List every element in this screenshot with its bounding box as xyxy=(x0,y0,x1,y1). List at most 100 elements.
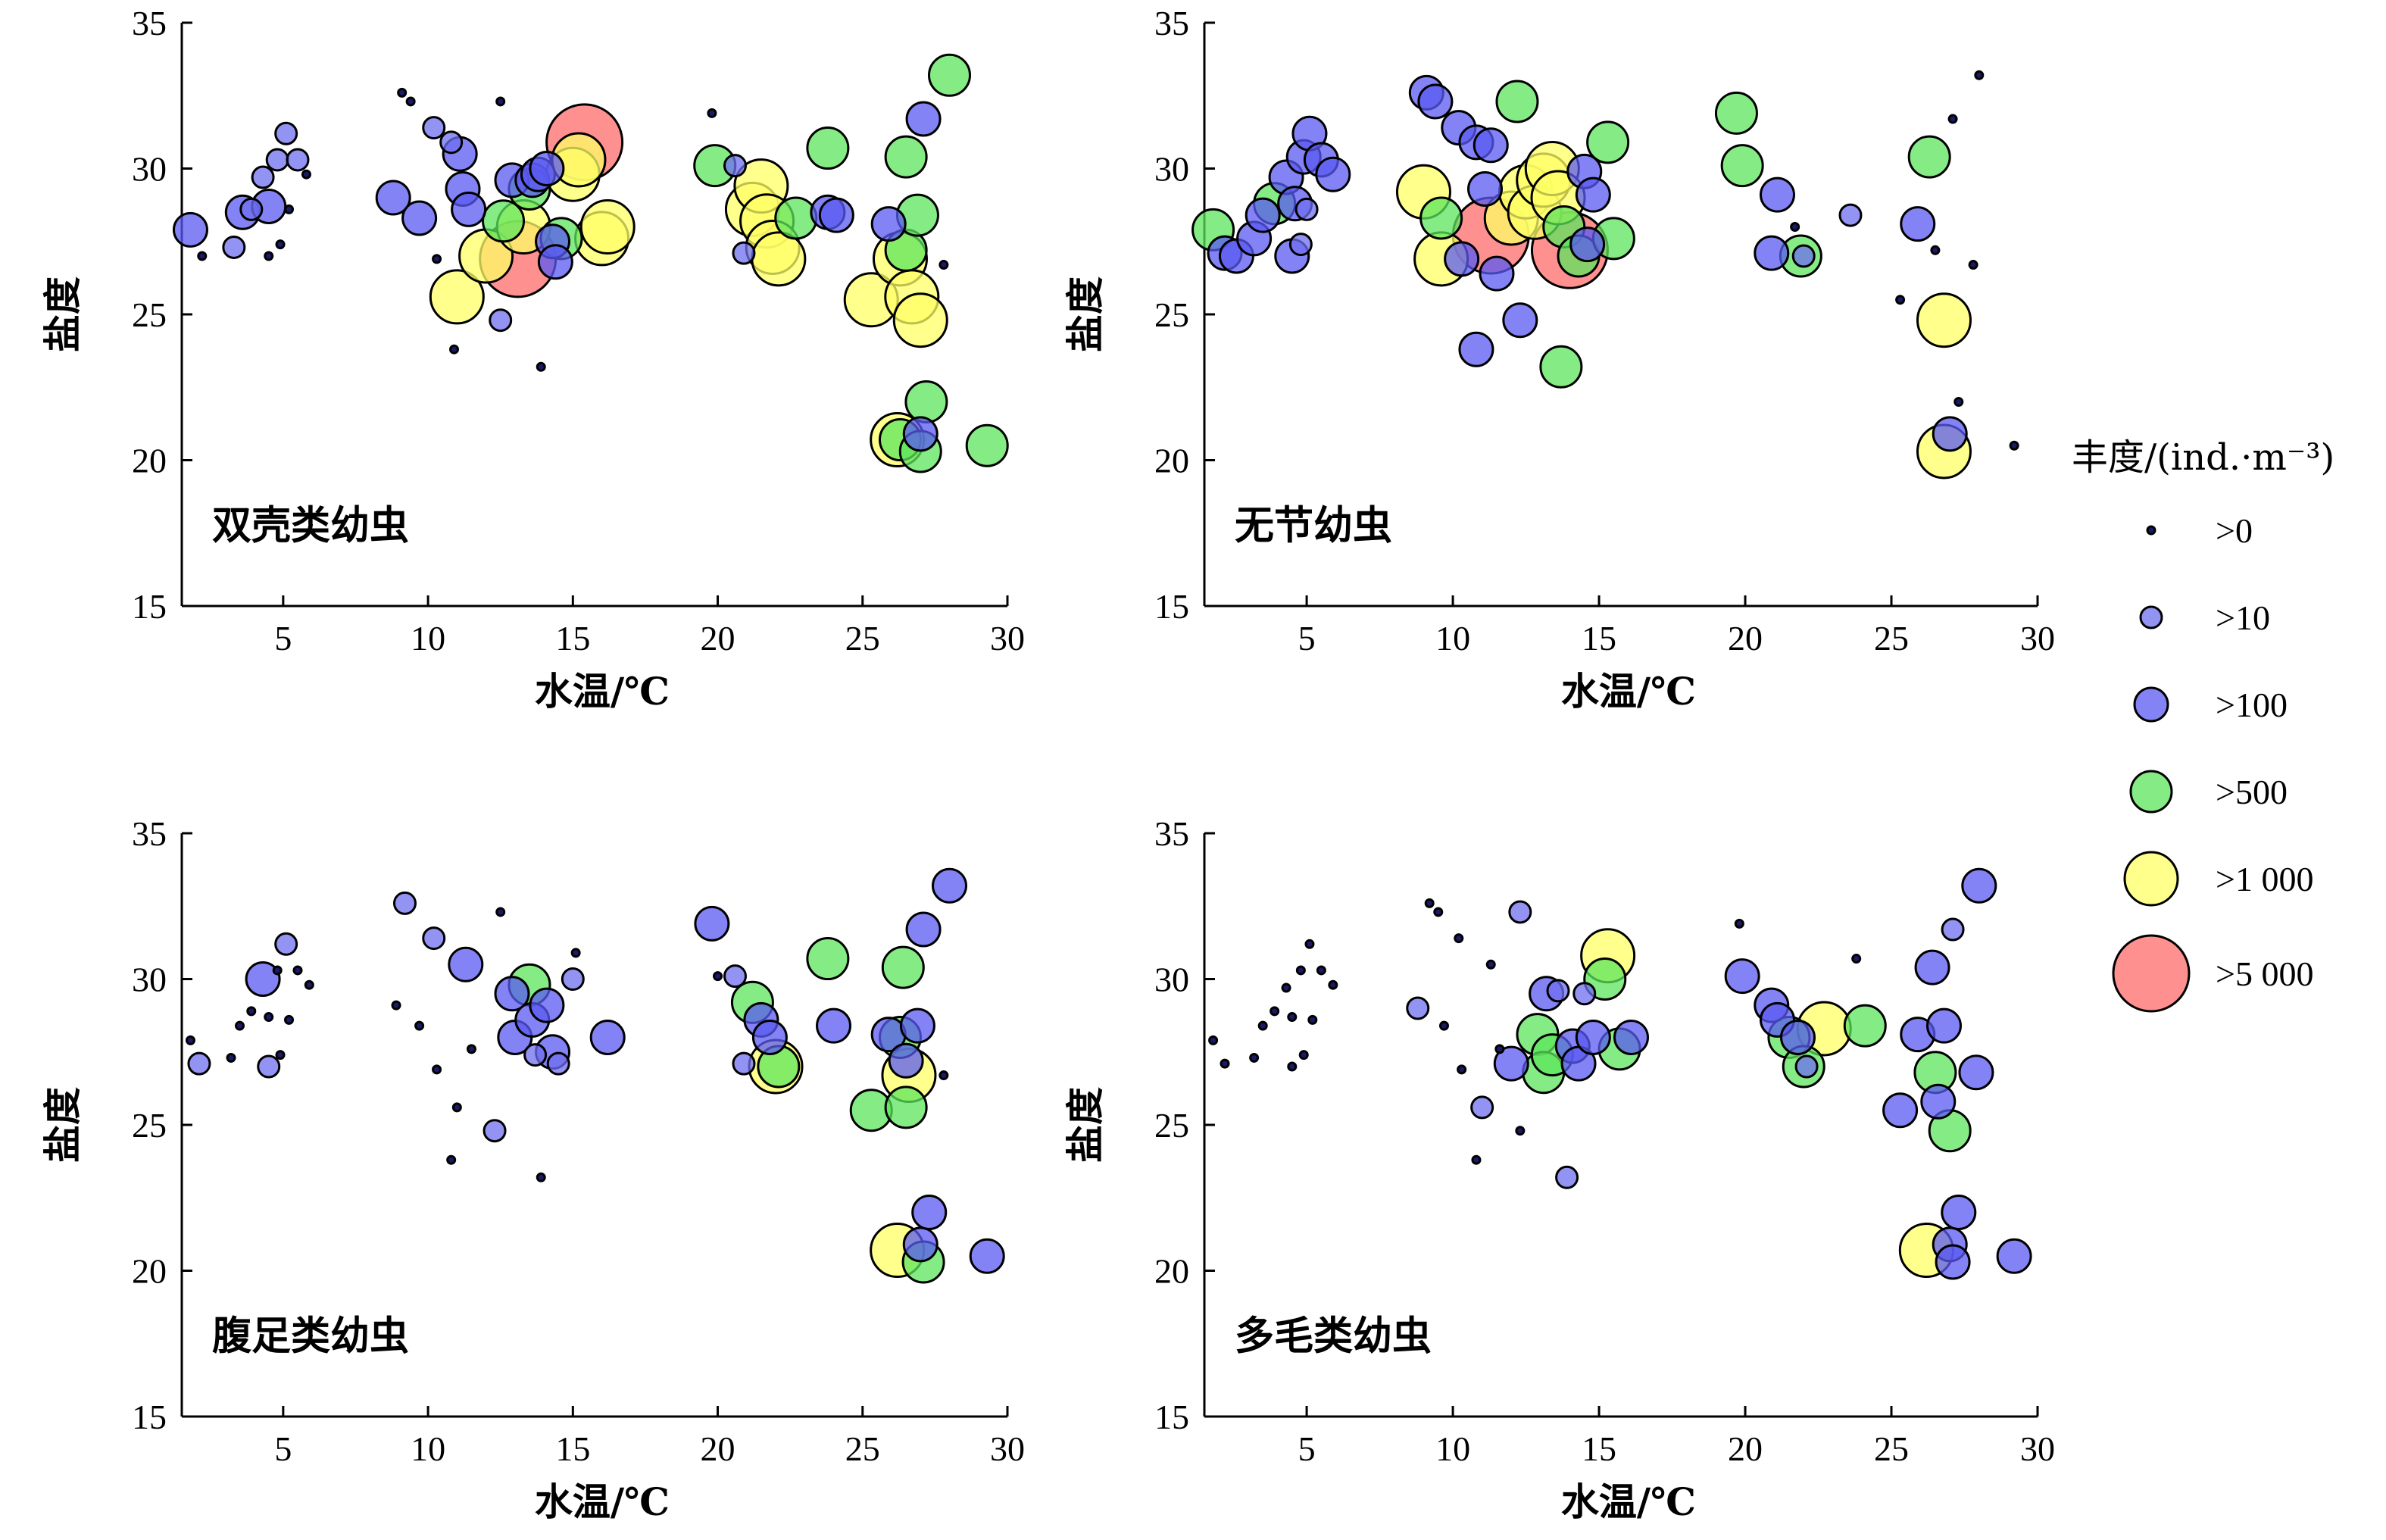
y-tick-label: 30 xyxy=(132,961,167,999)
data-point xyxy=(1295,965,1306,976)
data-point xyxy=(1555,1165,1579,1189)
data-point xyxy=(911,1195,948,1230)
x-tick-label: 30 xyxy=(990,1429,1025,1468)
data-point xyxy=(222,235,246,259)
y-tick-label: 15 xyxy=(132,587,167,626)
legend-marker xyxy=(2139,605,2163,629)
x-tick-label: 10 xyxy=(411,1429,445,1468)
data-point xyxy=(1575,176,1611,213)
x-tick-label: 5 xyxy=(274,619,292,658)
data-point xyxy=(1759,176,1795,213)
data-point xyxy=(449,344,460,355)
data-point xyxy=(881,945,925,989)
x-tick-label: 5 xyxy=(274,1429,292,1468)
data-point xyxy=(1298,1050,1309,1061)
data-point xyxy=(529,151,565,186)
data-point xyxy=(494,976,530,1012)
legend-marker xyxy=(2133,686,2169,723)
data-point xyxy=(1433,907,1444,917)
data-point xyxy=(523,1043,548,1067)
data-point xyxy=(401,200,438,236)
data-point xyxy=(414,1020,425,1031)
data-point xyxy=(1304,939,1315,949)
data-point xyxy=(1754,235,1790,271)
data-point xyxy=(1996,1238,2032,1274)
data-point xyxy=(1281,982,1291,993)
x-axis-title: 水温/℃ xyxy=(535,1479,670,1524)
data-point xyxy=(275,239,286,250)
data-point xyxy=(185,1035,195,1045)
data-point xyxy=(1714,91,1758,135)
y-tick-label: 30 xyxy=(1154,150,1189,189)
data-point xyxy=(1417,83,1454,120)
bubbles xyxy=(1208,867,2032,1280)
data-point xyxy=(264,1012,274,1023)
data-point xyxy=(732,1051,756,1076)
data-point xyxy=(1249,1052,1260,1063)
data-point xyxy=(429,269,485,325)
data-point xyxy=(969,1238,1005,1274)
y-axis-title: 盐度 xyxy=(40,276,85,352)
data-point xyxy=(774,196,818,240)
data-point xyxy=(1316,965,1326,976)
data-point xyxy=(1968,260,1978,270)
data-point xyxy=(723,964,747,989)
data-point xyxy=(1444,241,1480,277)
data-point xyxy=(1935,1244,1971,1280)
legend-label: >5 000 xyxy=(2216,954,2313,993)
x-tick-label: 20 xyxy=(1728,619,1763,658)
data-point xyxy=(172,211,208,248)
x-axis-title: 水温/℃ xyxy=(1561,669,1696,714)
data-point xyxy=(723,154,747,178)
data-point xyxy=(1546,979,1570,1003)
x-tick-label: 5 xyxy=(1298,619,1316,658)
data-point xyxy=(1947,114,1958,124)
legend-marker xyxy=(2146,525,2156,536)
data-point xyxy=(928,53,972,97)
y-tick-label: 20 xyxy=(1154,1252,1189,1291)
data-point xyxy=(1287,1012,1298,1023)
data-point xyxy=(251,165,275,189)
data-point xyxy=(751,1020,788,1055)
data-point xyxy=(1780,1020,1816,1055)
data-point xyxy=(301,169,311,180)
data-point xyxy=(888,1042,924,1079)
data-point xyxy=(257,1054,281,1079)
y-tick-label: 25 xyxy=(132,295,167,334)
data-point xyxy=(1470,1095,1494,1120)
data-point xyxy=(451,191,487,227)
data-point xyxy=(495,96,506,107)
data-point xyxy=(432,1064,442,1075)
data-point xyxy=(1941,1195,1977,1230)
data-point xyxy=(1502,302,1538,339)
data-point xyxy=(1907,135,1951,179)
data-point xyxy=(1454,933,1464,944)
data-point xyxy=(197,251,208,261)
data-point xyxy=(292,965,303,976)
data-point xyxy=(1270,1006,1280,1017)
data-point xyxy=(466,1044,476,1054)
data-point xyxy=(272,965,283,976)
data-point xyxy=(2009,440,2019,451)
data-point xyxy=(1471,1154,1482,1165)
data-point xyxy=(1245,197,1281,233)
data-point xyxy=(536,1172,546,1182)
data-point xyxy=(286,148,310,172)
bubbles xyxy=(1191,70,2019,479)
data-point xyxy=(932,867,968,904)
data-point xyxy=(1920,1083,1957,1120)
x-tick-label: 10 xyxy=(1435,1429,1470,1468)
y-tick-label: 25 xyxy=(132,1106,167,1145)
data-point xyxy=(1851,954,1862,964)
data-point xyxy=(375,180,411,216)
data-point xyxy=(482,199,526,243)
data-point xyxy=(1508,900,1532,924)
data-point xyxy=(1953,397,1964,407)
data-point xyxy=(1328,979,1338,990)
y-tick-label: 25 xyxy=(1154,295,1189,334)
x-tick-label: 15 xyxy=(1582,619,1616,658)
data-point xyxy=(483,1119,507,1143)
data-point xyxy=(905,101,942,137)
data-point xyxy=(1941,917,1965,942)
